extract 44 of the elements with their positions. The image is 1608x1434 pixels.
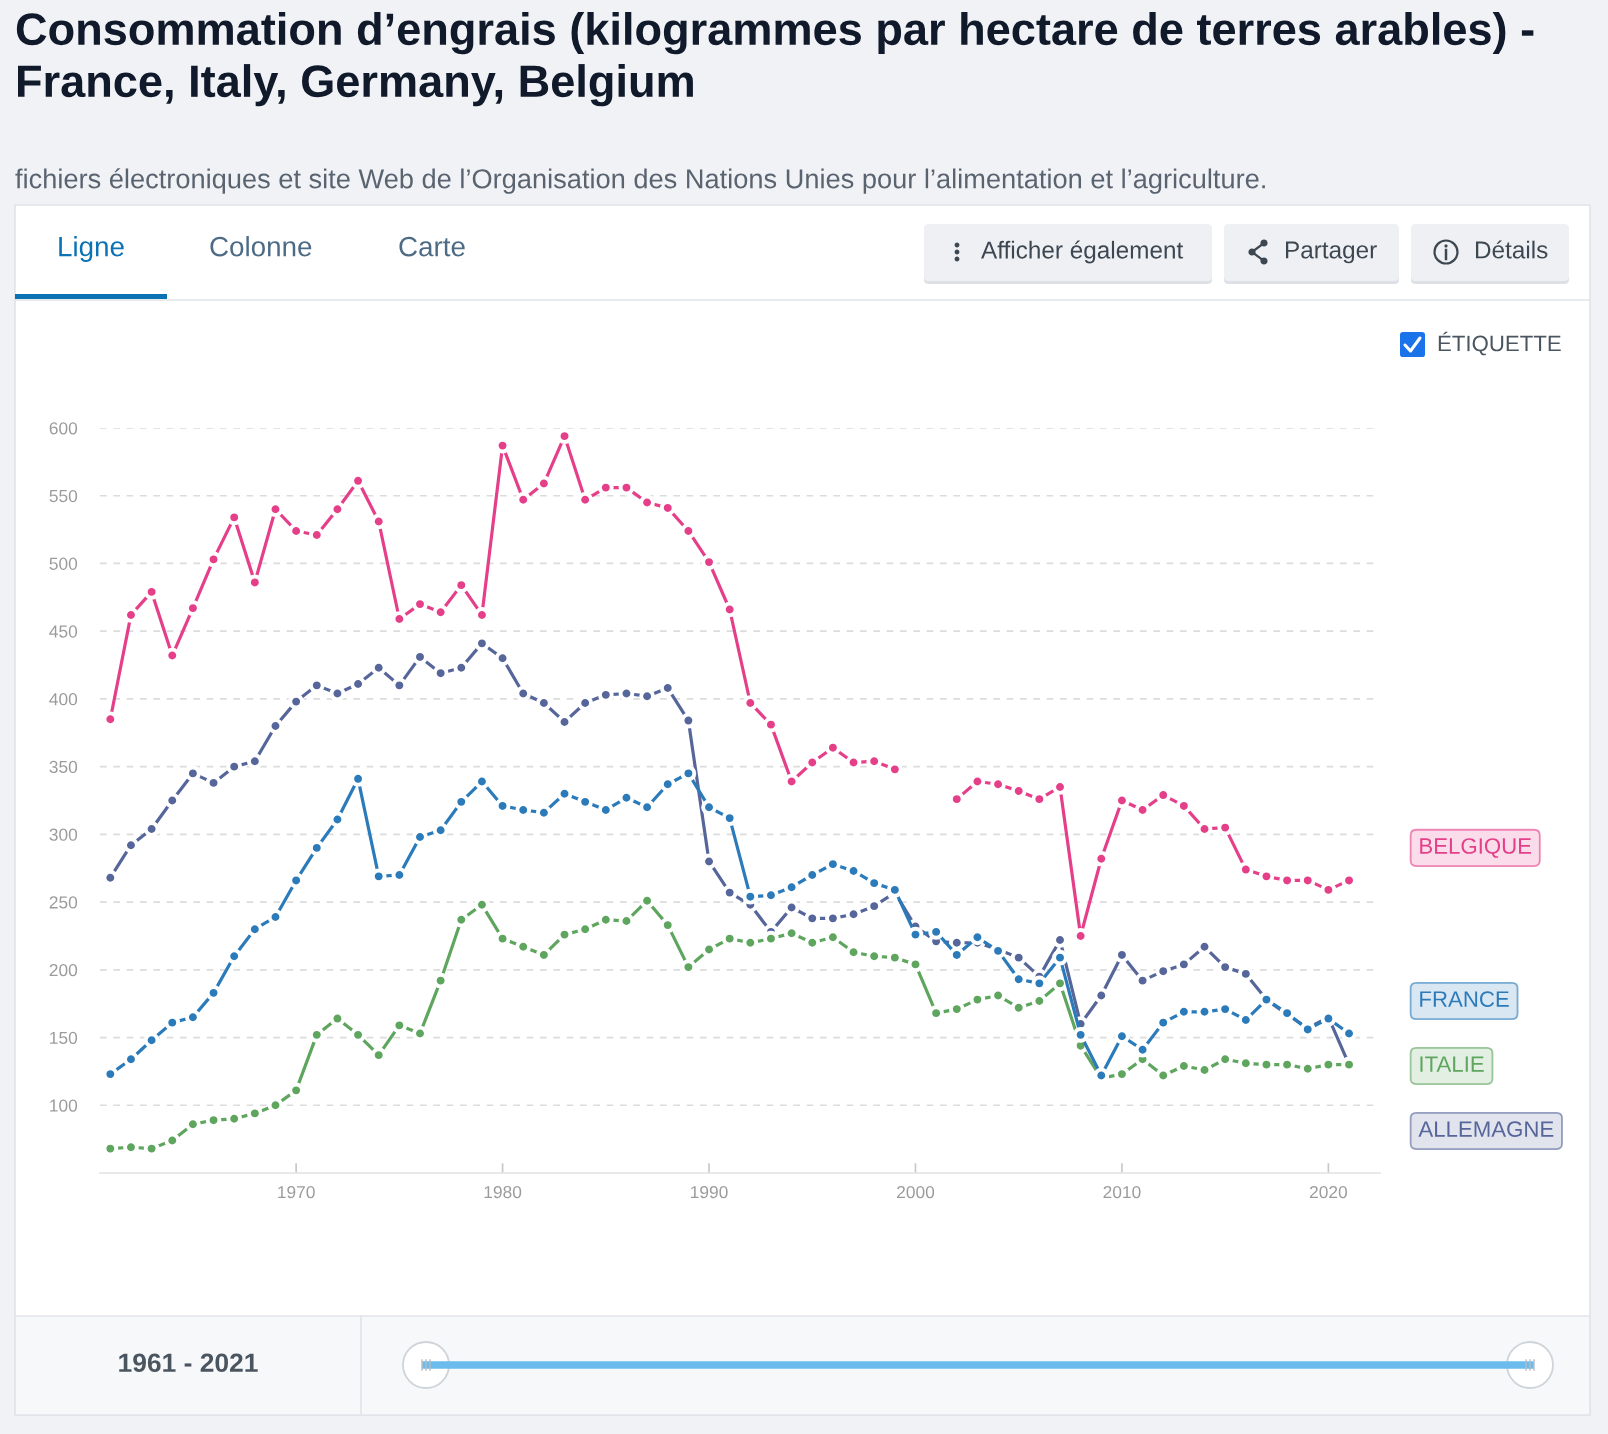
- point: [515, 685, 532, 702]
- text: Colonne: [210, 236, 312, 257]
- point: [742, 695, 759, 711]
- text: Afficher également: [981, 240, 1184, 264]
- y-tick-label: 500: [49, 557, 78, 570]
- text: Ligne: [59, 236, 124, 262]
- point: [205, 551, 222, 568]
- text: Carte: [399, 236, 465, 257]
- x-tick-label: 2010: [1103, 1185, 1141, 1199]
- x-tick-label: 2000: [897, 1185, 935, 1199]
- point: [123, 837, 139, 854]
- point: [1196, 821, 1213, 837]
- x-tick-label: 1970: [278, 1185, 315, 1199]
- point: [246, 753, 263, 770]
- chart-title: Consommation d’engrais (kilogrammes par hectare de terres arables) - France, Italy, Germany, Belgium: [16, 12, 1534, 107]
- text: Partager: [1285, 241, 1377, 264]
- point: [1176, 956, 1192, 973]
- point: [701, 554, 717, 570]
- text: 1961 - 2021: [119, 1353, 258, 1373]
- y-tick-label: 250: [49, 896, 78, 909]
- x-tick-label: 1990: [691, 1185, 728, 1199]
- x-tick-label: 2020: [1309, 1185, 1348, 1199]
- y-tick-label: 400: [49, 693, 78, 706]
- chart-subtitle: fichiers électroniques et site Web de l’Organisation des Nations Unies pour l’alimentation et l’agriculture.: [15, 168, 1265, 194]
- y-tick-label: 200: [49, 963, 78, 977]
- point: [804, 754, 821, 771]
- y-tick-label: 600: [49, 422, 78, 435]
- point: [185, 765, 201, 782]
- y-tick-label: 100: [50, 1099, 78, 1112]
- y-tick-label: 550: [49, 489, 78, 503]
- text: BELGIQUE: [1420, 838, 1532, 858]
- text: Détails: [1475, 240, 1548, 259]
- point: [288, 693, 304, 710]
- point: [143, 821, 160, 837]
- x-tick-label: 1980: [484, 1185, 522, 1199]
- text: FRANCE: [1420, 991, 1509, 1007]
- y-tick-label: 150: [50, 1031, 78, 1045]
- y-tick-label: 300: [49, 828, 78, 841]
- text: ÉTIQUETTE: [1438, 331, 1561, 356]
- point: [783, 899, 800, 916]
- text: ALLEMAGNE: [1418, 1121, 1554, 1137]
- text: ITALIE: [1420, 1056, 1484, 1072]
- y-tick-label: 350: [49, 760, 78, 774]
- y-tick-label: 450: [49, 625, 78, 638]
